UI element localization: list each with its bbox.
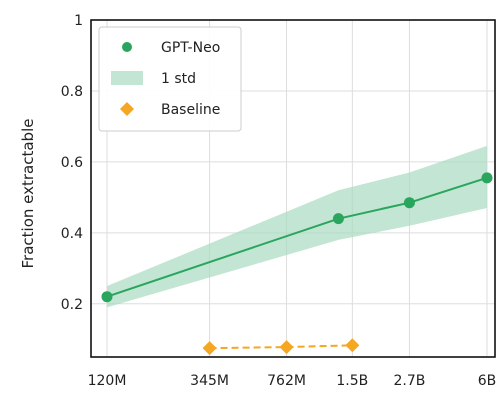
x-tick-label: 1.5B [336, 373, 368, 389]
gpt-neo-legend-marker [122, 42, 132, 52]
baseline-point [203, 341, 217, 355]
baseline-point [345, 338, 359, 352]
x-tick-label: 345M [190, 373, 229, 389]
gpt-neo-point [102, 291, 113, 302]
gpt-neo-point [333, 213, 344, 224]
1-std-legend-label: 1 std [161, 71, 196, 87]
x-tick-label: 762M [267, 373, 306, 389]
y-tick-label: 0.6 [61, 155, 83, 171]
std-band [107, 146, 487, 307]
baseline-point [280, 340, 294, 354]
legend: GPT-Neo 1 std Baseline [99, 27, 241, 131]
y-tick-label: 0.8 [61, 84, 83, 100]
y-tick-label: 0.2 [61, 297, 83, 313]
gpt-neo-point [404, 197, 415, 208]
x-tick-label: 120M [88, 373, 127, 389]
gpt-neo-point [482, 172, 493, 183]
x-tick-label: 6B [478, 373, 497, 389]
y-tick-label: 0.4 [61, 226, 83, 242]
gpt-neo-legend-label: GPT-Neo [161, 40, 220, 56]
y-axis-label: Fraction extractable [19, 119, 37, 269]
x-tick-label: 2.7B [393, 373, 425, 389]
std-band-layer [107, 146, 487, 307]
1-std-legend-swatch [111, 71, 143, 85]
y-tick-label: 1 [74, 13, 83, 29]
baseline-legend-label: Baseline [161, 102, 220, 118]
